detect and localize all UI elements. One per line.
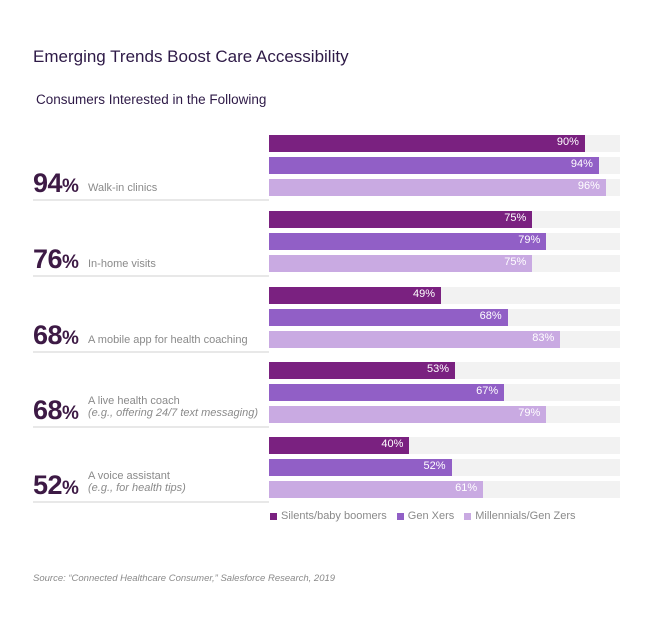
overall-percentage: 68% — [33, 395, 79, 426]
percent-sign: % — [62, 328, 79, 349]
data-label: 61% — [455, 482, 478, 494]
bar — [269, 287, 441, 304]
bar — [269, 135, 585, 152]
category-group: 76% In-home visits 75% 79% 75% — [33, 211, 620, 277]
bar — [269, 331, 561, 348]
bar-track: 61% — [269, 481, 620, 498]
overall-percentage: 68% — [33, 320, 79, 351]
data-label: 90% — [556, 136, 579, 148]
category-label: In-home visits — [88, 258, 156, 270]
data-label: 75% — [504, 256, 527, 268]
bar-track: 67% — [269, 384, 620, 401]
bar — [269, 481, 484, 498]
category-label-text: A voice assistant — [88, 470, 170, 482]
category-label-text: A live health coach — [88, 395, 180, 407]
legend-swatch — [464, 512, 472, 520]
chart-title: Emerging Trends Boost Care Accessibility — [33, 47, 349, 66]
category-sublabel: (e.g., offering 24/7 text messaging) — [88, 407, 258, 419]
bar-track: 75% — [269, 211, 620, 228]
data-label: 96% — [577, 180, 600, 192]
legend-label: Gen Xers — [407, 510, 455, 522]
category-label: A voice assistant (e.g., for health tips) — [88, 470, 186, 494]
category-group: 94% Walk-in clinics 90% 94% 96% — [33, 135, 620, 201]
group-divider — [33, 351, 269, 353]
bar-track: 75% — [269, 255, 620, 272]
bar-track: 94% — [269, 157, 620, 174]
bar-track: 83% — [269, 331, 620, 348]
bar-track: 79% — [269, 233, 620, 250]
overall-percentage: 52% — [33, 470, 79, 501]
overall-percentage: 94% — [33, 168, 79, 199]
bar-track: 49% — [269, 287, 620, 304]
bar-track: 40% — [269, 437, 620, 454]
bar — [269, 255, 533, 272]
legend-item: Millennials/Gen Zers — [464, 510, 576, 522]
bar — [269, 309, 508, 326]
bar — [269, 211, 533, 228]
bar-track: 68% — [269, 309, 620, 326]
legend-swatch — [270, 512, 277, 520]
data-label: 94% — [570, 158, 593, 170]
overall-value: 52 — [33, 470, 63, 500]
category-label-text: Walk-in clinics — [88, 182, 158, 194]
category-label: Walk-in clinics — [88, 182, 157, 194]
group-divider — [33, 275, 269, 277]
category-label-text: In-home visits — [88, 258, 156, 270]
legend: Silents/baby boomers Gen Xers Millennials/… — [270, 510, 576, 522]
data-label: 52% — [423, 460, 446, 472]
bar — [269, 157, 599, 174]
legend-swatch — [396, 512, 404, 520]
data-label: 68% — [479, 310, 502, 322]
percent-sign: % — [62, 403, 79, 424]
bar — [269, 406, 547, 423]
bar-track: 52% — [269, 459, 620, 476]
overall-value: 94 — [33, 168, 63, 198]
bar-track: 53% — [269, 362, 620, 379]
data-label: 49% — [412, 288, 435, 300]
source-note: Source: “Connected Healthcare Consumer,”… — [33, 573, 336, 584]
chart-subtitle: Consumers Interested in the Following — [36, 92, 267, 107]
overall-value: 68 — [33, 320, 63, 350]
category-sublabel: (e.g., for health tips) — [88, 482, 186, 494]
category-group: 68% A mobile app for health coaching 49% 68… — [33, 287, 620, 353]
bar-track: 79% — [269, 406, 620, 423]
group-divider — [33, 501, 269, 503]
bar — [269, 233, 547, 250]
data-label: 53% — [426, 363, 450, 375]
percent-sign: % — [62, 478, 79, 499]
bar — [269, 362, 456, 379]
percent-sign: % — [62, 252, 79, 273]
data-label: 79% — [518, 234, 541, 246]
category-label-text: A mobile app for health coaching — [88, 334, 248, 346]
category-group: 52% A voice assistant (e.g., for health ti… — [33, 437, 620, 503]
bar — [269, 384, 505, 401]
bar-track: 96% — [269, 179, 620, 196]
percent-sign: % — [62, 176, 79, 197]
data-label: 83% — [532, 332, 555, 344]
bar — [269, 179, 606, 196]
category-label: A live health coach (e.g., offering 24/7 … — [88, 395, 258, 419]
legend-item: Silents/baby boomers — [270, 510, 387, 522]
data-label: 79% — [518, 407, 541, 419]
overall-value: 76 — [33, 244, 63, 274]
bar-track: 90% — [269, 135, 620, 152]
bar — [269, 459, 452, 476]
bar — [269, 437, 410, 454]
legend-label: Millennials/Gen Zers — [475, 510, 576, 522]
data-label: 40% — [381, 438, 404, 450]
data-label: 75% — [504, 212, 527, 224]
legend-label: Silents/baby boomers — [281, 510, 387, 522]
data-label: 67% — [476, 385, 499, 397]
category-group: 68% A live health coach (e.g., offering 24… — [33, 362, 620, 428]
overall-percentage: 76% — [33, 244, 79, 275]
legend-item: Gen Xers — [396, 510, 455, 522]
group-divider — [33, 426, 269, 428]
overall-value: 68 — [33, 395, 63, 425]
category-label: A mobile app for health coaching — [88, 334, 248, 346]
group-divider — [33, 199, 269, 201]
